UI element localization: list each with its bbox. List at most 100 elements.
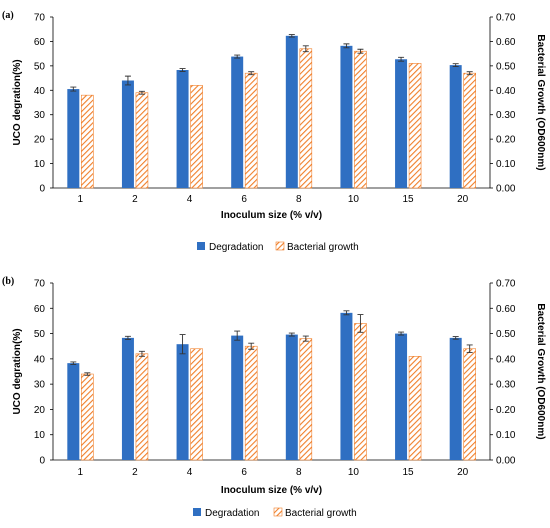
x-tick-label: 6 — [241, 467, 247, 478]
y-tick-label: 50 — [34, 61, 46, 72]
error-bar-bacterial-growth — [302, 45, 309, 53]
y2-axis-title: Bacterial Growth (OD600nm) — [535, 34, 546, 170]
y-tick-label: 30 — [34, 110, 46, 121]
bar-degradation — [449, 65, 462, 188]
x-tick-label: 20 — [457, 194, 469, 205]
y2-tick-label: 0.30 — [496, 110, 516, 121]
bar-bacterial-growth — [244, 345, 258, 461]
bar-bacterial-growth — [244, 72, 258, 189]
bar-degradation — [231, 335, 244, 460]
bar-degradation — [340, 312, 353, 460]
y-tick-label: 20 — [34, 405, 46, 416]
bar-degradation — [121, 80, 134, 188]
error-bar-bacterial-growth — [138, 350, 145, 357]
error-bar-bacterial-growth — [248, 342, 255, 350]
error-bar-degradation — [452, 336, 459, 340]
legend-swatch-bacterial-growth — [275, 241, 285, 251]
x-tick-label: 6 — [241, 194, 247, 205]
error-bar-degradation — [179, 68, 186, 72]
error-bar-bacterial-growth — [248, 71, 255, 76]
error-bar-degradation — [179, 334, 186, 355]
y-axis-title: UCO degration(%) — [12, 59, 23, 145]
bar-bacterial-growth — [299, 48, 313, 189]
x-tick-label: 4 — [187, 467, 193, 478]
y-tick-label: 40 — [34, 354, 46, 365]
y-tick-label: 60 — [34, 304, 46, 315]
y-tick-label: 10 — [34, 159, 46, 170]
x-tick-label: 15 — [403, 194, 415, 205]
error-bar-degradation — [124, 75, 131, 86]
error-bar-bacterial-growth — [138, 90, 145, 95]
y2-tick-label: 0.40 — [496, 354, 516, 365]
error-bar-degradation — [398, 56, 405, 62]
legend-swatch-bacterial-growth — [273, 507, 283, 517]
bar-bacterial-growth — [135, 92, 149, 189]
x-tick-label: 20 — [457, 467, 469, 478]
x-tick-label: 8 — [296, 194, 302, 205]
y2-tick-label: 0.70 — [496, 13, 516, 24]
bar-bacterial-growth — [354, 50, 367, 189]
error-bar-bacterial-growth — [357, 48, 364, 54]
bar-bacterial-growth — [81, 373, 94, 461]
x-axis-title: Inoculum size (% v/v) — [221, 210, 322, 221]
y2-tick-label: 0.10 — [496, 159, 516, 170]
y2-tick-label: 0.60 — [496, 37, 516, 48]
error-bar-degradation — [234, 54, 241, 59]
bar-degradation — [67, 89, 80, 188]
y2-tick-label: 0.00 — [496, 184, 516, 195]
y-tick-label: 40 — [34, 86, 46, 97]
bar-degradation — [231, 56, 244, 189]
chart-panel-0: (a) 0 10 20 30 40 50 60 70 0.00 0.10 0.20 0.30 0.40 0.… — [2, 10, 546, 253]
x-tick-label: 15 — [403, 467, 415, 478]
y-tick-label: 30 — [34, 380, 46, 391]
error-bar-degradation — [398, 331, 405, 336]
x-tick-label: 2 — [132, 194, 138, 205]
y-tick-label: 0 — [39, 456, 45, 467]
legend-label-bacterial-growth: Bacterial growth — [287, 242, 359, 253]
bar-bacterial-growth — [81, 94, 94, 189]
y2-tick-label: 0.00 — [496, 456, 516, 467]
bar-degradation — [285, 334, 298, 460]
error-bar-degradation — [288, 332, 295, 337]
legend-label-bacterial-growth: Bacterial growth — [285, 508, 357, 519]
y2-tick-label: 0.50 — [496, 61, 516, 72]
y-tick-label: 60 — [34, 37, 46, 48]
error-bar-degradation — [234, 330, 241, 341]
legend-label-degradation: Degradation — [205, 508, 259, 519]
error-bar-degradation — [343, 310, 350, 316]
y-tick-label: 10 — [34, 430, 46, 441]
x-tick-label: 4 — [187, 194, 193, 205]
error-bar-bacterial-growth — [357, 314, 364, 333]
y2-tick-label: 0.40 — [496, 86, 516, 97]
bar-degradation — [121, 337, 134, 460]
bar-bacterial-growth — [463, 72, 476, 189]
bar-bacterial-growth — [135, 353, 149, 461]
x-axis-title: Inoculum size (% v/v) — [221, 485, 322, 496]
y2-tick-label: 0.10 — [496, 430, 516, 441]
bar-degradation — [67, 363, 80, 460]
y-tick-label: 20 — [34, 135, 46, 146]
y-axis-title: UCO degration(%) — [12, 328, 23, 414]
error-bar-degradation — [124, 335, 131, 340]
error-bar-degradation — [70, 361, 77, 365]
y2-tick-label: 0.60 — [496, 304, 516, 315]
error-bar-bacterial-growth — [466, 71, 473, 76]
error-bar-bacterial-growth — [466, 344, 473, 353]
panel-label: (a) — [2, 10, 14, 21]
y2-tick-label: 0.20 — [496, 135, 516, 146]
y-tick-label: 50 — [34, 329, 46, 340]
x-tick-label: 1 — [78, 194, 84, 205]
error-bar-degradation — [343, 43, 350, 49]
error-bar-bacterial-growth — [302, 335, 309, 342]
y-tick-label: 0 — [39, 184, 45, 195]
x-tick-label: 10 — [348, 194, 360, 205]
error-bar-bacterial-growth — [84, 372, 91, 376]
bar-bacterial-growth — [408, 63, 422, 189]
y-tick-label: 70 — [34, 13, 46, 24]
y2-tick-label: 0.70 — [496, 279, 516, 290]
bar-degradation — [395, 59, 408, 188]
bar-bacterial-growth — [299, 338, 313, 461]
bar-bacterial-growth — [463, 348, 476, 461]
panel-label: (b) — [2, 276, 14, 287]
